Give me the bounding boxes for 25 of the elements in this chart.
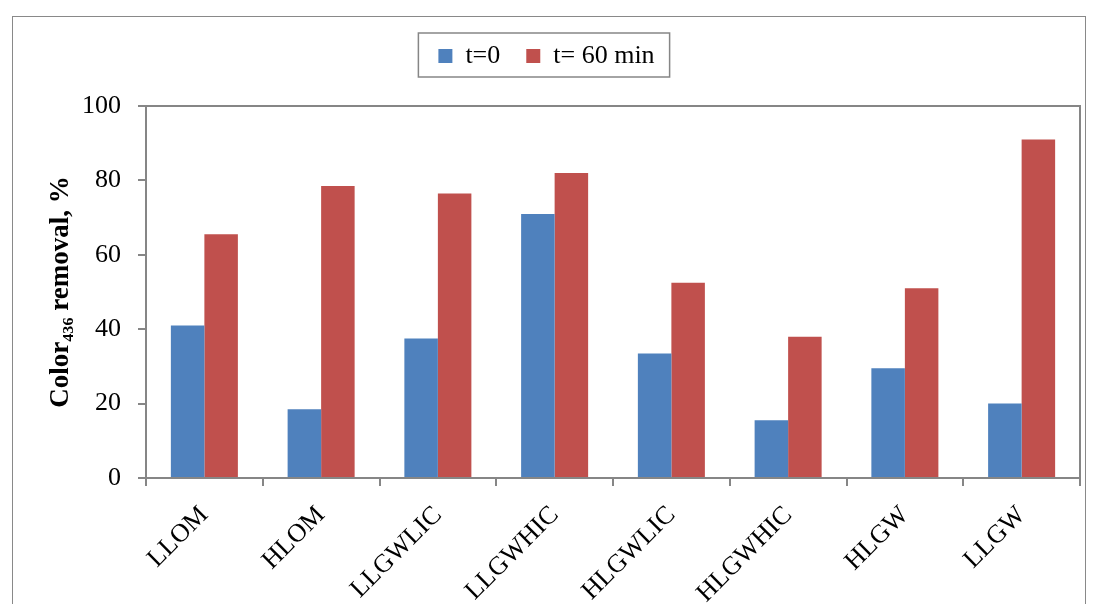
bar — [554, 172, 589, 477]
y-tick-label: 80 — [95, 164, 121, 194]
bar — [204, 234, 238, 477]
y-tick-label: 40 — [95, 313, 121, 343]
bar — [871, 368, 905, 477]
bar — [521, 213, 555, 477]
bar — [404, 338, 438, 477]
bar — [1021, 139, 1056, 477]
bar — [754, 420, 789, 477]
bar — [988, 403, 1022, 477]
bar — [321, 185, 355, 477]
bar — [170, 325, 205, 477]
bar — [437, 193, 472, 477]
bar — [788, 336, 822, 477]
y-axis-title: Color₄₃₆ removal, % — [44, 176, 75, 408]
bar — [637, 353, 672, 477]
legend-label: t= 60 min — [553, 39, 655, 69]
bar — [287, 409, 322, 477]
legend-label: t=0 — [465, 39, 501, 69]
y-tick-label: 60 — [95, 238, 121, 268]
bar — [904, 288, 939, 477]
bar — [671, 282, 705, 477]
y-tick-label: 20 — [95, 387, 121, 417]
y-tick-label: 100 — [82, 89, 121, 119]
y-tick-label: 0 — [108, 461, 121, 491]
